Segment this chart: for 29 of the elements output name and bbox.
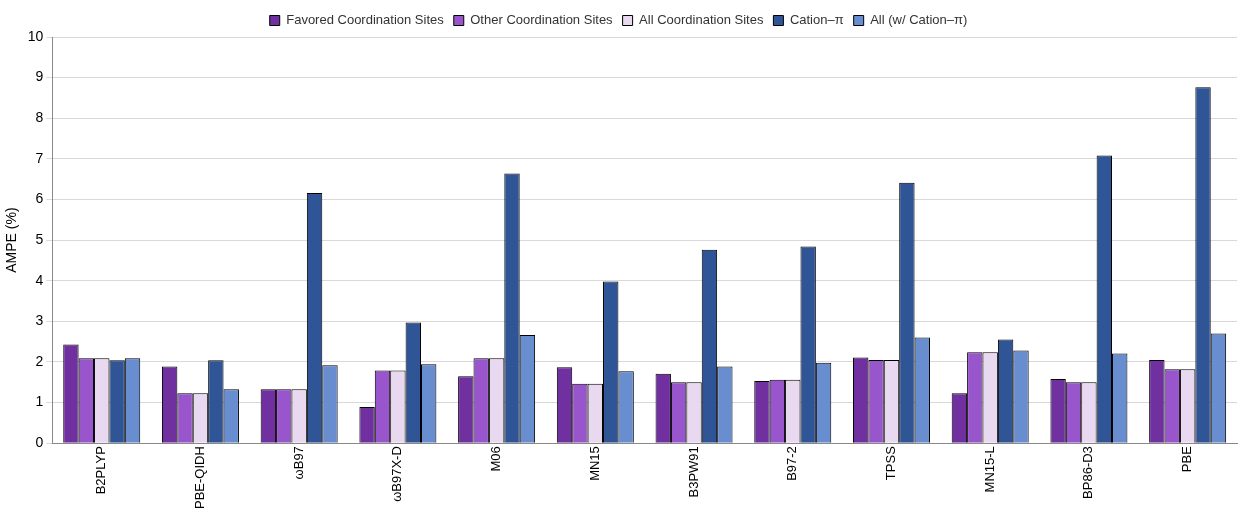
x-tick-label: TPSS <box>883 445 899 481</box>
x-tick-label: ωB97 <box>290 446 306 480</box>
legend-label: Other Coordination Sites <box>470 12 614 28</box>
y-tick-label: 1 <box>35 393 44 410</box>
x-tick-label: MN15-L <box>981 446 997 493</box>
x-tick-label: B3PW91 <box>685 446 701 498</box>
y-tick-label: 9 <box>35 68 44 85</box>
y-tick-label: 0 <box>35 434 44 451</box>
y-tick-label: 6 <box>35 190 44 207</box>
y-tick-label: 10 <box>27 27 44 44</box>
y-tick-label: 2 <box>35 352 44 369</box>
y-tick-label: 5 <box>35 230 44 247</box>
x-tick-label: BP86-D3 <box>1080 446 1096 499</box>
x-tick-label: B2PLYP <box>93 446 109 495</box>
legend-label: All (w/ Cation–π) <box>870 12 968 28</box>
x-tick-label: B97-2 <box>784 446 800 481</box>
legend-label: Favored Coordination Sites <box>286 12 445 28</box>
y-tick-label: 7 <box>35 149 44 166</box>
legend-label: All Coordination Sites <box>639 12 764 28</box>
x-tick-label: MN15 <box>586 446 602 481</box>
x-tick-label: ωB97X-D <box>389 446 405 502</box>
y-tick-label: 3 <box>35 312 44 329</box>
legend-label: Cation–π <box>789 12 844 28</box>
y-tick-label: 8 <box>35 109 44 126</box>
y-tick-label: 4 <box>35 271 44 288</box>
x-tick-label: M06 <box>488 446 504 472</box>
x-tick-label: PBE-QIDH <box>192 446 208 509</box>
x-tick-label: PBE <box>1179 445 1195 473</box>
y-axis-title: AMPE (%) <box>3 207 20 273</box>
